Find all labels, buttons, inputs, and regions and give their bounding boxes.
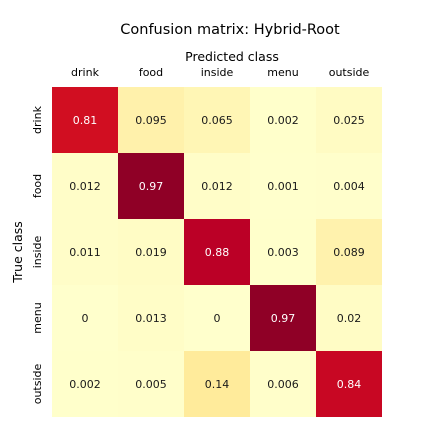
cell-value-label: 0.012: [69, 180, 101, 193]
heatmap-cell-drink-menu: [250, 87, 316, 153]
cell-value-label: 0: [82, 312, 89, 325]
cell-value-label: 0.84: [337, 378, 362, 391]
cell-value-label: 0: [214, 312, 221, 325]
x-tick-label: outside: [329, 66, 370, 79]
y-axis-label: True class: [10, 221, 25, 284]
heatmap-cell-outside-drink: [52, 351, 118, 417]
cell-value-label: 0.81: [73, 114, 98, 127]
heatmap-cell-inside-menu: [250, 219, 316, 285]
cell-value-label: 0.003: [267, 246, 299, 259]
y-tick-label: inside: [31, 235, 44, 268]
heatmap-cell-drink-drink: [52, 87, 118, 153]
heatmap-cell-menu-inside: [184, 285, 250, 351]
heatmap-cell-menu-drink: [52, 285, 118, 351]
heatmap-cell-outside-food: [118, 351, 184, 417]
heatmap-cell-drink-food: [118, 87, 184, 153]
x-tick-labels: drink food inside menu outside: [71, 66, 369, 79]
cell-value-label: 0.004: [333, 180, 365, 193]
y-tick-label: menu: [31, 302, 44, 333]
heatmap-cell-inside-drink: [52, 219, 118, 285]
x-tick-label: food: [139, 66, 163, 79]
cell-value-label: 0.019: [135, 246, 167, 259]
heatmap-cell-outside-inside: [184, 351, 250, 417]
heatmap-cell-food-inside: [184, 153, 250, 219]
cell-value-label: 0.88: [205, 246, 230, 259]
heatmap-cell-inside-food: [118, 219, 184, 285]
cell-value-label: 0.012: [201, 180, 233, 193]
x-tick-label: menu: [267, 66, 298, 79]
x-tick-label: inside: [201, 66, 234, 79]
x-tick-label: drink: [71, 66, 100, 79]
cell-value-label: 0.001: [267, 180, 299, 193]
cell-value-label: 0.089: [333, 246, 365, 259]
heatmap-cell-outside-menu: [250, 351, 316, 417]
cell-value-label: 0.013: [135, 312, 167, 325]
cell-value-label: 0.02: [337, 312, 362, 325]
heatmap-cell-menu-outside: [316, 285, 382, 351]
y-tick-label: outside: [31, 363, 44, 404]
heatmap-cell-food-outside: [316, 153, 382, 219]
heatmap-cell-food-food: [118, 153, 184, 219]
cell-value-label: 0.97: [139, 180, 164, 193]
heatmap-cell-food-drink: [52, 153, 118, 219]
heatmap-cell-menu-food: [118, 285, 184, 351]
heatmap-cell-menu-menu: [250, 285, 316, 351]
cell-value-label: 0.005: [135, 378, 167, 391]
cell-value-label: 0.095: [135, 114, 167, 127]
heatmap-cell-drink-outside: [316, 87, 382, 153]
y-tick-label: food: [31, 174, 44, 198]
y-tick-label: drink: [31, 105, 44, 134]
cell-value-label: 0.065: [201, 114, 233, 127]
cell-value-label: 0.002: [69, 378, 101, 391]
x-axis-label: Predicted class: [185, 49, 279, 64]
cell-value-label: 0.14: [205, 378, 230, 391]
heatmap-cell-inside-inside: [184, 219, 250, 285]
cell-value-label: 0.006: [267, 378, 299, 391]
cell-value-label: 0.002: [267, 114, 299, 127]
heatmap-cell-drink-inside: [184, 87, 250, 153]
heatmap-cells: 0.81 0.095 0.065 0.002 0.025 0.012 0.97 0.012 0.…: [52, 87, 382, 417]
cell-value-label: 0.011: [69, 246, 101, 259]
cell-value-label: 0.97: [271, 312, 296, 325]
heatmap-cell-inside-outside: [316, 219, 382, 285]
chart-title: Confusion matrix: Hybrid-Root: [120, 22, 340, 38]
y-tick-labels: drink food inside menu outside: [31, 105, 44, 404]
heatmap-cell-outside-outside: [316, 351, 382, 417]
cell-value-label: 0.025: [333, 114, 365, 127]
heatmap-cell-food-menu: [250, 153, 316, 219]
